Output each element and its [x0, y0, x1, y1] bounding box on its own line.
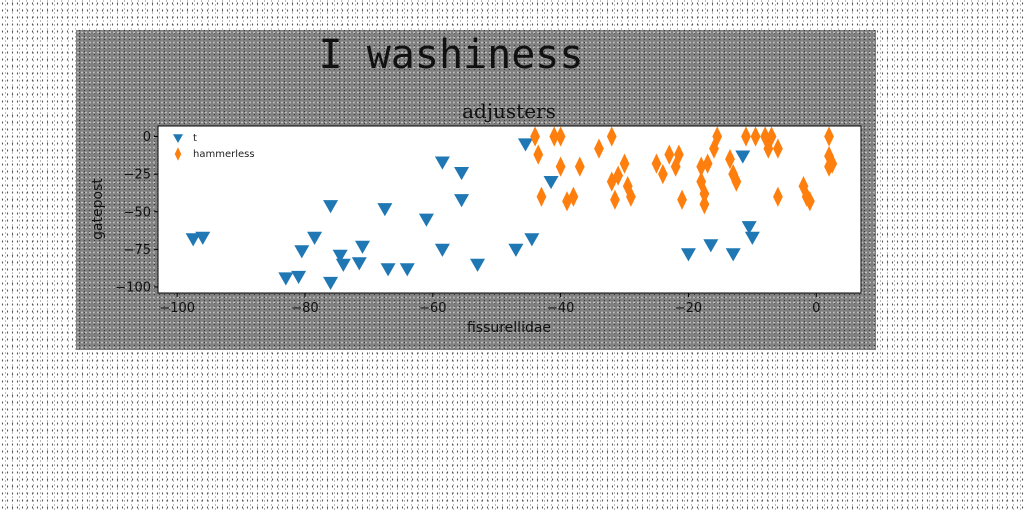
data-point — [677, 189, 687, 210]
data-point — [355, 240, 371, 254]
data-point — [517, 138, 533, 152]
scatter-chart: adjusters −100 −80 −60 −40 −20 0 0 −25 −50 −75 −1… — [90, 99, 862, 336]
data-point — [454, 194, 470, 208]
data-point — [827, 153, 838, 174]
x-tick-label: −100 — [159, 301, 195, 316]
data-point — [725, 248, 741, 262]
data-point — [399, 263, 415, 277]
data-point — [470, 258, 486, 272]
data-point — [454, 167, 470, 181]
series-t — [185, 138, 760, 290]
data-point — [568, 186, 579, 207]
data-point — [574, 156, 585, 177]
data-point — [670, 156, 681, 177]
data-point — [594, 138, 604, 159]
y-tick-label: −100 — [115, 280, 151, 295]
data-point — [307, 231, 323, 245]
data-point — [418, 213, 434, 227]
legend-marker — [173, 134, 183, 143]
data-point — [664, 144, 675, 165]
chart-title: adjusters — [462, 99, 556, 123]
data-point — [291, 270, 307, 284]
data-point — [741, 221, 757, 235]
figure: I washiness adjusters −100 −80 −60 −40 −20 0 … — [76, 30, 876, 350]
data-point — [619, 153, 630, 174]
data-point — [673, 144, 684, 165]
data-point — [804, 191, 815, 212]
data-point — [699, 194, 710, 215]
data-point — [536, 186, 547, 207]
legend-marker — [174, 147, 182, 161]
plot-area — [157, 125, 862, 294]
data-point — [434, 243, 450, 257]
data-point — [626, 186, 636, 207]
data-point — [703, 239, 719, 253]
y-tick-label: −25 — [124, 168, 151, 183]
y-tick-label: −75 — [124, 243, 151, 258]
y-tick-label: 0 — [143, 130, 151, 145]
x-tick-label: −40 — [547, 301, 574, 316]
data-point — [773, 186, 783, 207]
y-axis: 0 −25 −50 −75 −100 — [115, 130, 158, 295]
legend-label: t — [193, 133, 197, 144]
data-point — [731, 171, 742, 192]
data-point — [610, 189, 620, 210]
data-point — [543, 176, 559, 190]
data-point — [508, 243, 524, 257]
data-point — [185, 233, 201, 247]
data-point — [323, 200, 339, 214]
data-point — [533, 144, 544, 165]
x-axis-label: fissurellidae — [467, 320, 551, 336]
data-point — [377, 203, 393, 217]
data-point — [278, 272, 294, 286]
y-axis-label: gatepost — [90, 178, 106, 240]
data-point — [613, 165, 624, 186]
data-point — [434, 156, 450, 170]
data-point — [680, 248, 696, 262]
data-point — [549, 126, 560, 147]
data-point — [658, 164, 668, 185]
data-point — [702, 153, 713, 174]
data-point — [195, 231, 211, 245]
y-tick-label: −50 — [124, 205, 151, 220]
legend: t hammerless — [173, 133, 255, 161]
data-point — [351, 257, 367, 271]
data-point — [335, 258, 351, 272]
x-tick-label: −80 — [291, 301, 318, 316]
figure-suptitle: I washiness — [318, 32, 584, 78]
data-point — [555, 156, 566, 177]
data-point — [380, 263, 396, 277]
data-point — [773, 138, 783, 159]
x-tick-label: −60 — [419, 301, 446, 316]
data-point — [699, 183, 710, 204]
data-point — [530, 126, 540, 147]
data-point — [332, 249, 348, 263]
data-point — [294, 245, 310, 259]
x-tick-label: 0 — [812, 301, 820, 316]
x-tick-label: −20 — [675, 301, 702, 316]
legend-label: hammerless — [193, 149, 255, 160]
data-point — [524, 233, 540, 247]
x-axis: −100 −80 −60 −40 −20 0 — [159, 293, 820, 316]
data-point — [651, 153, 662, 174]
data-point — [696, 156, 707, 177]
data-point — [735, 150, 751, 164]
data-point — [744, 231, 760, 245]
data-point — [323, 276, 339, 290]
data-point — [725, 148, 735, 170]
